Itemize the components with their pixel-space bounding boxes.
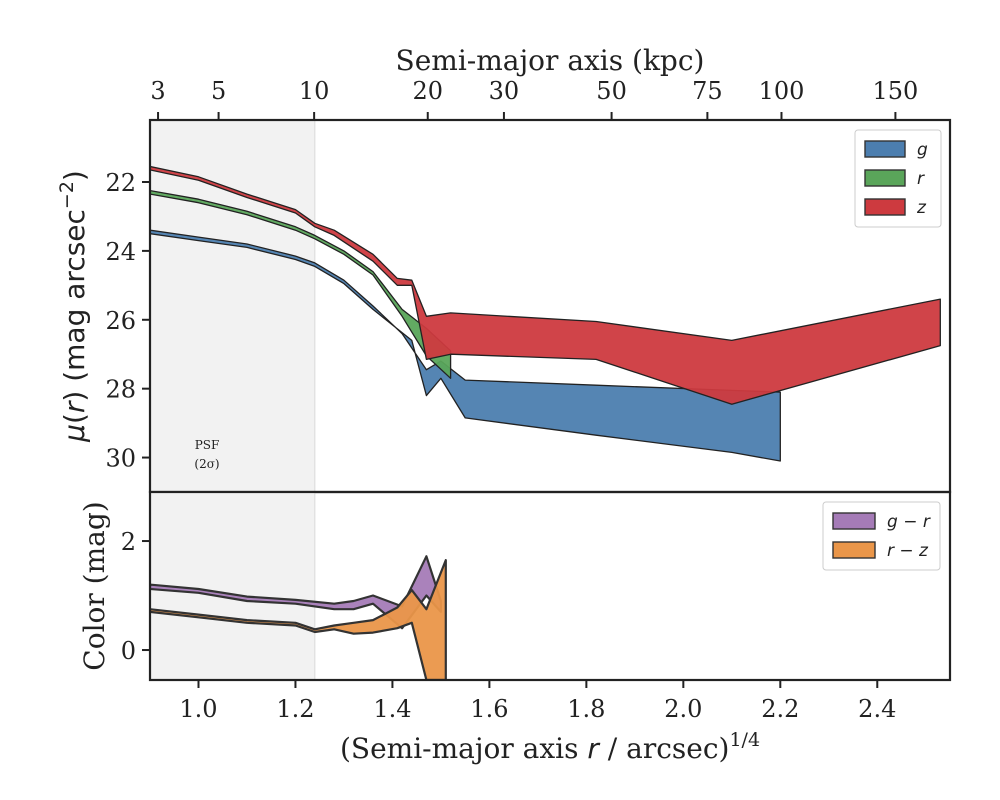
- bottom-panel-frame: [148, 490, 952, 682]
- psf-shaded-region: [150, 120, 315, 492]
- bottom-y-ticks: 02: [121, 528, 150, 665]
- color-y-tick-label: 0: [121, 637, 136, 665]
- top-kpc-ticks: 3 5 10 20 30 50 75 100 150: [150, 77, 918, 120]
- y-tick-label: 22: [105, 169, 136, 197]
- x-tick-label: 2.4: [858, 695, 896, 723]
- bottom-x-ticks: 1.0 1.2 1.4 1.6 1.8 2.0 2.2 2.4: [179, 680, 896, 723]
- color-band-r-z-area: [151, 559, 447, 679]
- color-panel: 02 1.0 1.2 1.4 1.6 1.8 2.0 2.2 2.4 g − rr − z C…: [78, 490, 952, 765]
- y-tick-label: 26: [105, 307, 136, 335]
- legend-swatch: [832, 512, 876, 530]
- legend-swatch: [864, 169, 906, 187]
- color-legend: g − r r − z: [822, 501, 941, 571]
- x-tick-label: 1.6: [470, 695, 508, 723]
- kpc-tick-label: 3: [150, 77, 165, 105]
- legend-entry-label: r − z: [887, 541, 929, 561]
- legend-entry-label: r: [917, 169, 925, 189]
- kpc-tick-label: 50: [596, 77, 627, 105]
- x-tick-label: 2.0: [664, 695, 702, 723]
- kpc-tick-label: 30: [489, 77, 520, 105]
- x-tick-label: 1.2: [276, 695, 314, 723]
- psf-label-line2: (2σ): [194, 457, 219, 471]
- kpc-tick-label: 20: [412, 77, 443, 105]
- top-x-axis-label: Semi-major axis (kpc): [396, 44, 705, 77]
- top-y-ticks: 22 24 26 28 30: [105, 169, 150, 473]
- y-tick-label: 28: [105, 376, 136, 404]
- surface-brightness-bands: [151, 166, 941, 462]
- top-y-axis-label: μ(r) (mag arcsec−2): [56, 170, 91, 443]
- band-z-area: [151, 166, 941, 405]
- psf-label-line1: PSF: [195, 438, 220, 452]
- band-r-area: [151, 190, 452, 379]
- bottom-x-axis-label: (Semi-major axis r / arcsec)1/4: [340, 729, 760, 765]
- legend-entry-label: g: [917, 140, 928, 160]
- kpc-tick-label: 75: [692, 77, 723, 105]
- x-tick-label: 1.0: [179, 695, 217, 723]
- legend-swatch: [832, 541, 876, 559]
- kpc-tick-label: 5: [211, 77, 226, 105]
- band-g-area: [151, 229, 781, 462]
- x-tick-label: 1.4: [373, 695, 411, 723]
- legend-entry-label: g − r: [887, 512, 931, 532]
- kpc-tick-label: 150: [872, 77, 918, 105]
- surface-brightness-panel: PSF (2σ) 22 24 26 28 30 3 5 10 20 30 50 75 100 150 g…: [56, 44, 952, 494]
- y-tick-label: 24: [105, 238, 136, 266]
- color-bands: [151, 555, 447, 679]
- kpc-tick-label: 100: [759, 77, 805, 105]
- kpc-tick-label: 10: [299, 77, 330, 105]
- x-tick-label: 1.8: [567, 695, 605, 723]
- y-tick-label: 30: [105, 445, 136, 473]
- color-y-tick-label: 2: [121, 528, 136, 556]
- legend-swatch: [864, 198, 906, 216]
- x-tick-label: 2.2: [761, 695, 799, 723]
- legend-entry-label: z: [916, 198, 927, 218]
- band-legend: grz: [854, 129, 942, 228]
- bottom-y-axis-label: Color (mag): [78, 501, 111, 670]
- legend-swatch: [864, 140, 906, 158]
